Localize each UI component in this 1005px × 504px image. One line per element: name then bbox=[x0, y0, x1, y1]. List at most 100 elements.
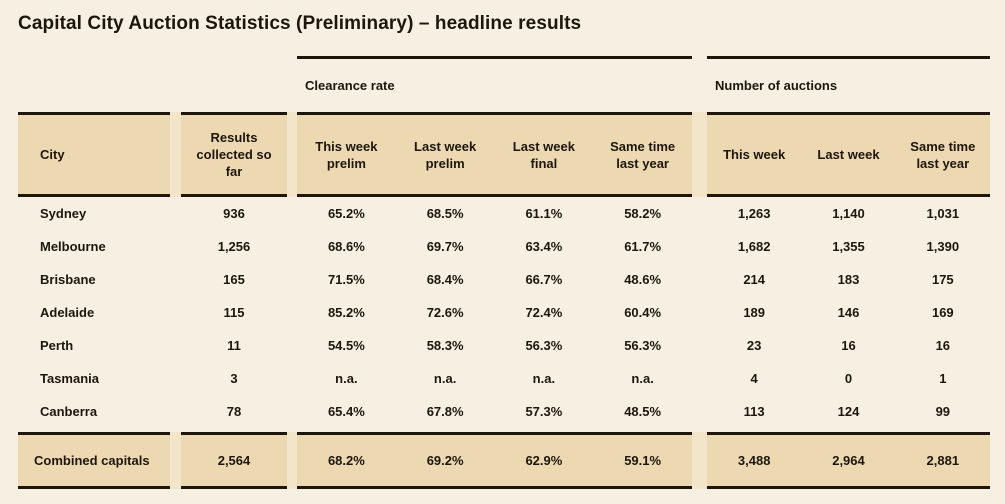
cell-clearance-last-week-final: 72.4% bbox=[525, 305, 563, 320]
cell-results-collected: 165 bbox=[223, 272, 245, 287]
column-gap bbox=[170, 230, 181, 263]
cell-results-collected: 1,256 bbox=[217, 239, 251, 254]
column-gap bbox=[287, 296, 297, 329]
cell-clearance-last-week-prelim: 68.5% bbox=[426, 206, 464, 221]
auction-cells: 1,263 1,140 1,031 bbox=[707, 197, 990, 230]
cell-city: Tasmania bbox=[40, 371, 100, 386]
column-gap bbox=[287, 197, 297, 230]
cell-auctions-last-week: 146 bbox=[837, 305, 860, 320]
col-headers-clearance: This week prelim Last week prelim Last w… bbox=[297, 112, 692, 197]
cell-clearance-last-week-final-total: 62.9% bbox=[525, 453, 563, 468]
cell-clearance-same-time-last-year: 60.4% bbox=[624, 305, 662, 320]
group-header-row: Clearance rate Number of auctions bbox=[18, 56, 990, 112]
group-label-clearance-rate: Clearance rate bbox=[305, 78, 395, 93]
cell-city: Brisbane bbox=[40, 272, 96, 287]
column-gap bbox=[287, 432, 297, 489]
cell-auctions-same-time-last-year: 1,031 bbox=[926, 206, 960, 221]
cell-city: Sydney bbox=[40, 206, 87, 221]
cell-auctions-same-time-last-year-total: 2,881 bbox=[926, 453, 960, 468]
page-title: Capital City Auction Statistics (Prelimi… bbox=[18, 13, 582, 34]
column-gap bbox=[287, 112, 297, 197]
column-gap bbox=[170, 329, 181, 362]
cell-auctions-last-week: 183 bbox=[837, 272, 860, 287]
col-headers-auctions: This week Last week Same time last year bbox=[707, 112, 990, 197]
table-row-perth: Perth 11 54.5% 58.3% 56.3% 56.3% 23 16 1… bbox=[18, 329, 990, 362]
cell-clearance-last-week-final: 57.3% bbox=[525, 404, 563, 419]
col-header-same-time-last-year: Same time last year bbox=[610, 138, 676, 171]
cell-auctions-last-week: 124 bbox=[837, 404, 860, 419]
cell-clearance-same-time-last-year: 56.3% bbox=[624, 338, 662, 353]
col-header-this-week-prelim: This week prelim bbox=[315, 138, 378, 171]
column-gap bbox=[287, 230, 297, 263]
cell-auctions-last-week: 0 bbox=[844, 371, 853, 386]
cell-auctions-last-week-total: 2,964 bbox=[832, 453, 865, 468]
cell-results-collected: 11 bbox=[227, 338, 241, 353]
column-gap bbox=[287, 329, 297, 362]
column-gap bbox=[170, 197, 181, 230]
cell-auctions-this-week: 214 bbox=[743, 272, 766, 287]
group-gap bbox=[692, 197, 707, 230]
clearance-cells: 68.6% 69.7% 63.4% 61.7% bbox=[297, 230, 692, 263]
cell-auctions-last-week: 16 bbox=[841, 338, 856, 353]
cell-clearance-this-week-prelim: 71.5% bbox=[327, 272, 365, 287]
table-row-brisbane: Brisbane 165 71.5% 68.4% 66.7% 48.6% 214… bbox=[18, 263, 990, 296]
column-gap bbox=[287, 263, 297, 296]
table-row-tasmania: Tasmania 3 n.a. n.a. n.a. n.a. 4 0 1 bbox=[18, 362, 990, 395]
cell-clearance-last-week-prelim: 68.4% bbox=[426, 272, 464, 287]
cell-city: Perth bbox=[40, 338, 74, 353]
auction-cells-total: 3,488 2,964 2,881 bbox=[707, 432, 990, 489]
group-gap bbox=[692, 263, 707, 296]
column-gap bbox=[170, 362, 181, 395]
cell-clearance-last-week-final: 56.3% bbox=[525, 338, 563, 353]
col-header-city: City bbox=[18, 112, 170, 197]
group-gap-results bbox=[181, 56, 287, 112]
cell-clearance-same-time-last-year: 58.2% bbox=[624, 206, 662, 221]
group-gap bbox=[692, 395, 707, 428]
group-header-number-of-auctions: Number of auctions bbox=[707, 56, 990, 112]
cell-clearance-this-week-prelim: 54.5% bbox=[327, 338, 365, 353]
cell-results-collected-total: 2,564 bbox=[181, 432, 287, 489]
cell-clearance-last-week-final: 63.4% bbox=[525, 239, 563, 254]
cell-clearance-last-week-prelim: 67.8% bbox=[426, 404, 464, 419]
cell-clearance-last-week-prelim: 69.7% bbox=[426, 239, 464, 254]
table-row-adelaide: Adelaide 115 85.2% 72.6% 72.4% 60.4% 189… bbox=[18, 296, 990, 329]
cell-clearance-last-week-prelim: 72.6% bbox=[426, 305, 464, 320]
cell-results-collected: 3 bbox=[230, 371, 238, 386]
cell-clearance-this-week-prelim: 68.6% bbox=[327, 239, 365, 254]
table-row-melbourne: Melbourne 1,256 68.6% 69.7% 63.4% 61.7% … bbox=[18, 230, 990, 263]
clearance-cells: 54.5% 58.3% 56.3% 56.3% bbox=[297, 329, 692, 362]
cell-clearance-same-time-last-year: 61.7% bbox=[624, 239, 662, 254]
cell-results-collected: 115 bbox=[223, 305, 245, 320]
cell-city: Canberra bbox=[40, 404, 98, 419]
column-header-row: City Results collected so far This week … bbox=[18, 112, 990, 197]
cell-clearance-last-week-final: 61.1% bbox=[525, 206, 563, 221]
clearance-cells: n.a. n.a. n.a. n.a. bbox=[297, 362, 692, 395]
cell-auctions-same-time-last-year: 1,390 bbox=[926, 239, 960, 254]
table-body: Sydney 936 65.2% 68.5% 61.1% 58.2% 1,263… bbox=[18, 197, 1005, 428]
auction-cells: 4 0 1 bbox=[707, 362, 990, 395]
cell-clearance-this-week-prelim: 85.2% bbox=[327, 305, 365, 320]
table-row-sydney: Sydney 936 65.2% 68.5% 61.1% 58.2% 1,263… bbox=[18, 197, 990, 230]
column-gap bbox=[170, 296, 181, 329]
column-gap bbox=[287, 395, 297, 428]
cell-results-collected: 936 bbox=[223, 206, 245, 221]
cell-clearance-same-time-last-year: 48.5% bbox=[624, 404, 662, 419]
cell-clearance-last-week-prelim: n.a. bbox=[433, 371, 457, 386]
cell-clearance-same-time-last-year: n.a. bbox=[631, 371, 654, 386]
cell-clearance-last-week-prelim-total: 69.2% bbox=[426, 453, 464, 468]
group-gap bbox=[692, 296, 707, 329]
cell-clearance-this-week-prelim: n.a. bbox=[335, 371, 358, 386]
cell-auctions-last-week: 1,140 bbox=[832, 206, 865, 221]
cell-city-total: Combined capitals bbox=[18, 432, 170, 489]
cell-auctions-this-week: 23 bbox=[746, 338, 762, 353]
clearance-cells: 65.4% 67.8% 57.3% 48.5% bbox=[297, 395, 692, 428]
cell-clearance-same-time-last-year: 48.6% bbox=[624, 272, 662, 287]
cell-auctions-this-week-total: 3,488 bbox=[737, 453, 771, 468]
group-gap bbox=[692, 329, 707, 362]
group-label-number-of-auctions: Number of auctions bbox=[715, 78, 838, 93]
col-header-auctions-last-week: Last week bbox=[817, 147, 880, 162]
auction-cells: 1,682 1,355 1,390 bbox=[707, 230, 990, 263]
auction-cells: 189 146 169 bbox=[707, 296, 990, 329]
group-gap bbox=[692, 432, 707, 489]
